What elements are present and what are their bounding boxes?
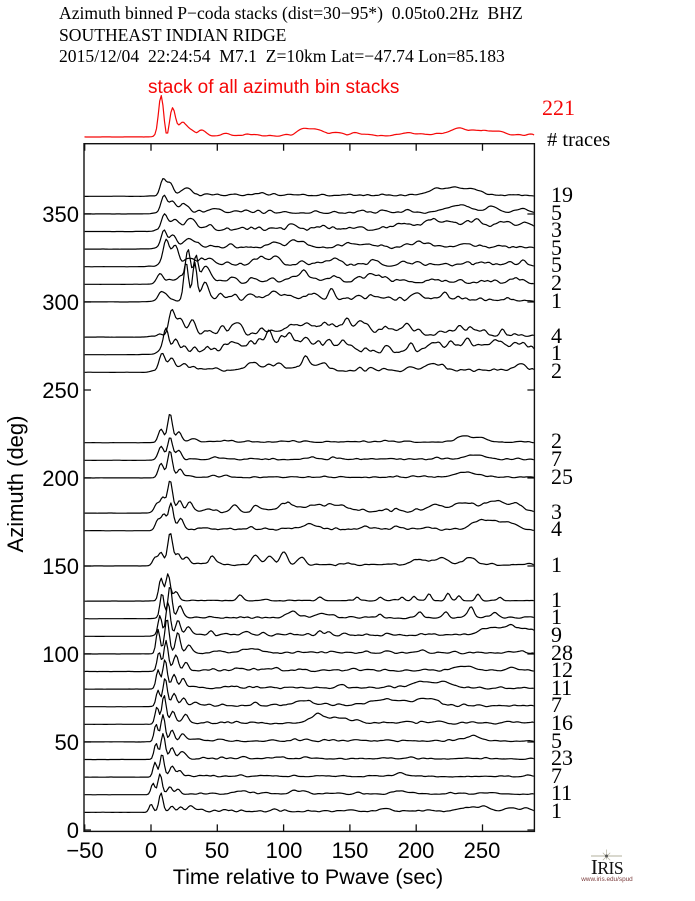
svg-text:2: 2 bbox=[551, 358, 562, 383]
svg-text:150: 150 bbox=[42, 554, 79, 579]
svg-text:SOUTHEAST INDIAN RIDGE: SOUTHEAST INDIAN RIDGE bbox=[59, 25, 286, 45]
svg-text:3: 3 bbox=[551, 499, 562, 524]
svg-text:1: 1 bbox=[551, 552, 562, 577]
svg-text:16: 16 bbox=[551, 710, 573, 735]
svg-text:250: 250 bbox=[42, 378, 79, 403]
svg-text:4: 4 bbox=[551, 516, 562, 541]
svg-text:1: 1 bbox=[551, 587, 562, 612]
svg-text:11: 11 bbox=[551, 675, 572, 700]
svg-text:25: 25 bbox=[551, 464, 573, 489]
svg-text:350: 350 bbox=[42, 202, 79, 227]
svg-text:12: 12 bbox=[551, 657, 573, 682]
svg-text:5: 5 bbox=[551, 728, 562, 753]
svg-text:100: 100 bbox=[42, 642, 79, 667]
svg-text:300: 300 bbox=[42, 290, 79, 315]
svg-text:1: 1 bbox=[551, 798, 562, 823]
svg-text:9: 9 bbox=[551, 622, 562, 647]
svg-text:Azimuth (deg): Azimuth (deg) bbox=[3, 416, 28, 553]
svg-text:1: 1 bbox=[551, 340, 562, 365]
svg-text:7: 7 bbox=[551, 692, 562, 717]
svg-text:200: 200 bbox=[42, 466, 79, 491]
svg-text:Time relative to Pwave (sec): Time relative to Pwave (sec) bbox=[173, 865, 443, 889]
svg-text:200: 200 bbox=[398, 838, 435, 863]
svg-text:4: 4 bbox=[551, 323, 562, 348]
svg-text:Azimuth binned P−coda stacks (: Azimuth binned P−coda stacks (dist=30−95… bbox=[59, 3, 523, 23]
svg-text:28: 28 bbox=[551, 640, 573, 665]
svg-text:IRIS: IRIS bbox=[591, 855, 623, 879]
svg-text:7: 7 bbox=[551, 763, 562, 788]
svg-text:stack of all azimuth bin stack: stack of all azimuth bin stacks bbox=[148, 77, 399, 98]
svg-text:−50: −50 bbox=[66, 838, 103, 863]
svg-text:23: 23 bbox=[551, 745, 573, 770]
svg-text:11: 11 bbox=[551, 780, 572, 805]
svg-text:2: 2 bbox=[551, 270, 562, 295]
svg-text:221: 221 bbox=[542, 95, 575, 120]
svg-text:2015/12/04 22:24:54 M7.1 Z=: 2015/12/04 22:24:54 M7.1 Z=10km Lat=−47.… bbox=[59, 46, 505, 66]
svg-text:0: 0 bbox=[67, 818, 79, 843]
svg-text:50: 50 bbox=[55, 730, 79, 755]
svg-text:5: 5 bbox=[551, 252, 562, 277]
svg-text:1: 1 bbox=[551, 288, 562, 313]
svg-text:5: 5 bbox=[551, 200, 562, 225]
svg-text:50: 50 bbox=[205, 838, 229, 863]
svg-text:# traces: # traces bbox=[547, 129, 610, 151]
svg-text:0: 0 bbox=[145, 838, 157, 863]
svg-text:150: 150 bbox=[332, 838, 369, 863]
svg-text:1: 1 bbox=[551, 604, 562, 629]
svg-text:100: 100 bbox=[266, 838, 303, 863]
svg-text:2: 2 bbox=[551, 428, 562, 453]
svg-text:250: 250 bbox=[464, 838, 501, 863]
svg-text:www.iris.edu/spud: www.iris.edu/spud bbox=[580, 876, 633, 883]
svg-text:3: 3 bbox=[551, 217, 562, 242]
svg-text:5: 5 bbox=[551, 235, 562, 260]
svg-text:19: 19 bbox=[551, 182, 573, 207]
svg-text:7: 7 bbox=[551, 446, 562, 471]
